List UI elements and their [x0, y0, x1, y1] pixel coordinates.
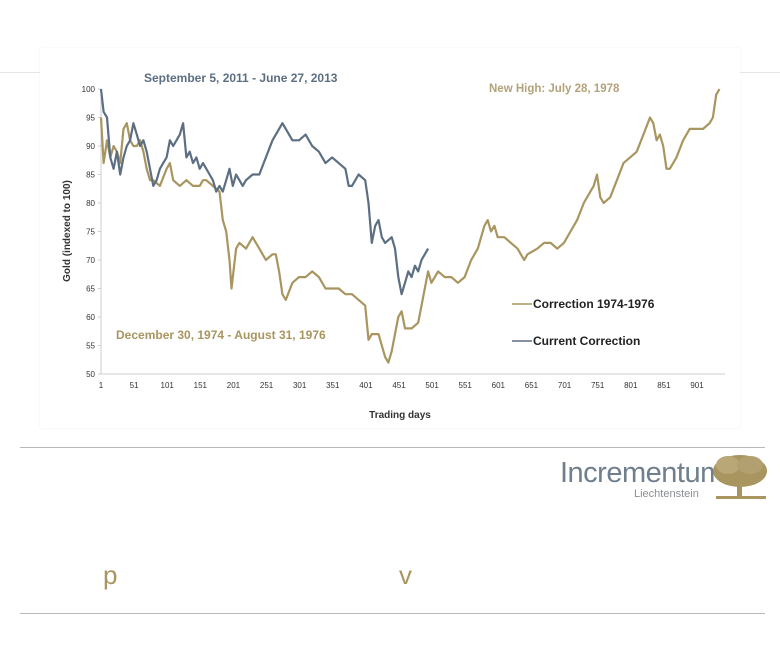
footer-letter-left: p	[103, 560, 118, 590]
incrementum-logo: Incrementum Liechtenstein	[560, 455, 770, 515]
annotation-past-period: December 30, 1974 - August 31, 1976	[116, 328, 326, 342]
x-tick-label: 451	[392, 381, 406, 390]
x-tick-label: 151	[194, 381, 208, 390]
y-tick-label: 70	[86, 256, 95, 265]
y-tick-label: 75	[86, 228, 95, 237]
x-tick-label: 51	[130, 381, 139, 390]
y-tick-label: 95	[86, 114, 95, 123]
x-tick-label: 551	[459, 381, 473, 390]
ylabel: Gold (indexed to 100)	[62, 180, 73, 282]
legend-label-current-correction: Current Correction	[533, 334, 640, 348]
y-tick-label: 85	[86, 171, 95, 180]
x-tick-label: 351	[326, 381, 340, 390]
x-tick-label: 1	[99, 381, 104, 390]
y-tick-label: 80	[86, 199, 95, 208]
y-tick-label: 90	[86, 142, 95, 151]
series-line-current-correction	[99, 88, 430, 296]
x-tick-label: 801	[624, 381, 638, 390]
y-tick-label: 100	[82, 85, 96, 94]
x-tick-label: 651	[525, 381, 539, 390]
xlabel: Trading days	[369, 410, 431, 421]
logo-subtitle: Liechtenstein	[634, 488, 699, 500]
x-tick-label: 751	[591, 381, 605, 390]
annotation-new-high: New High: July 28, 1978	[489, 83, 620, 95]
x-tick-label: 101	[161, 381, 175, 390]
x-tick-label: 501	[425, 381, 439, 390]
footer-divider-bottom	[20, 613, 765, 614]
gold-correction-chart: 1 51 101 151 201 251 301 351 401 451 501 551 601 651 7…	[62, 71, 725, 421]
y-tick-label: 65	[86, 285, 95, 294]
series-line-correction-1974-1976	[99, 88, 721, 364]
x-tick-label: 401	[359, 381, 373, 390]
footer-divider-top	[20, 447, 765, 448]
x-tick-label: 851	[657, 381, 671, 390]
x-tick-label: 901	[690, 381, 704, 390]
x-tick-label: 201	[227, 381, 241, 390]
legend-label-correction-1974-1976: Correction 1974-1976	[533, 297, 655, 311]
x-tick-label: 301	[293, 381, 307, 390]
logo-name: Incrementum	[560, 457, 724, 489]
x-tick-label: 701	[558, 381, 572, 390]
y-tick-label: 55	[86, 342, 95, 351]
y-tick-label: 50	[86, 370, 95, 379]
x-tick-label: 251	[260, 381, 274, 390]
y-tick-label: 60	[86, 313, 95, 322]
tree-icon	[713, 455, 767, 499]
annotation-current-period: September 5, 2011 - June 27, 2013	[144, 71, 338, 85]
footer-letter-right: v	[399, 560, 412, 590]
x-tick-label: 601	[492, 381, 506, 390]
